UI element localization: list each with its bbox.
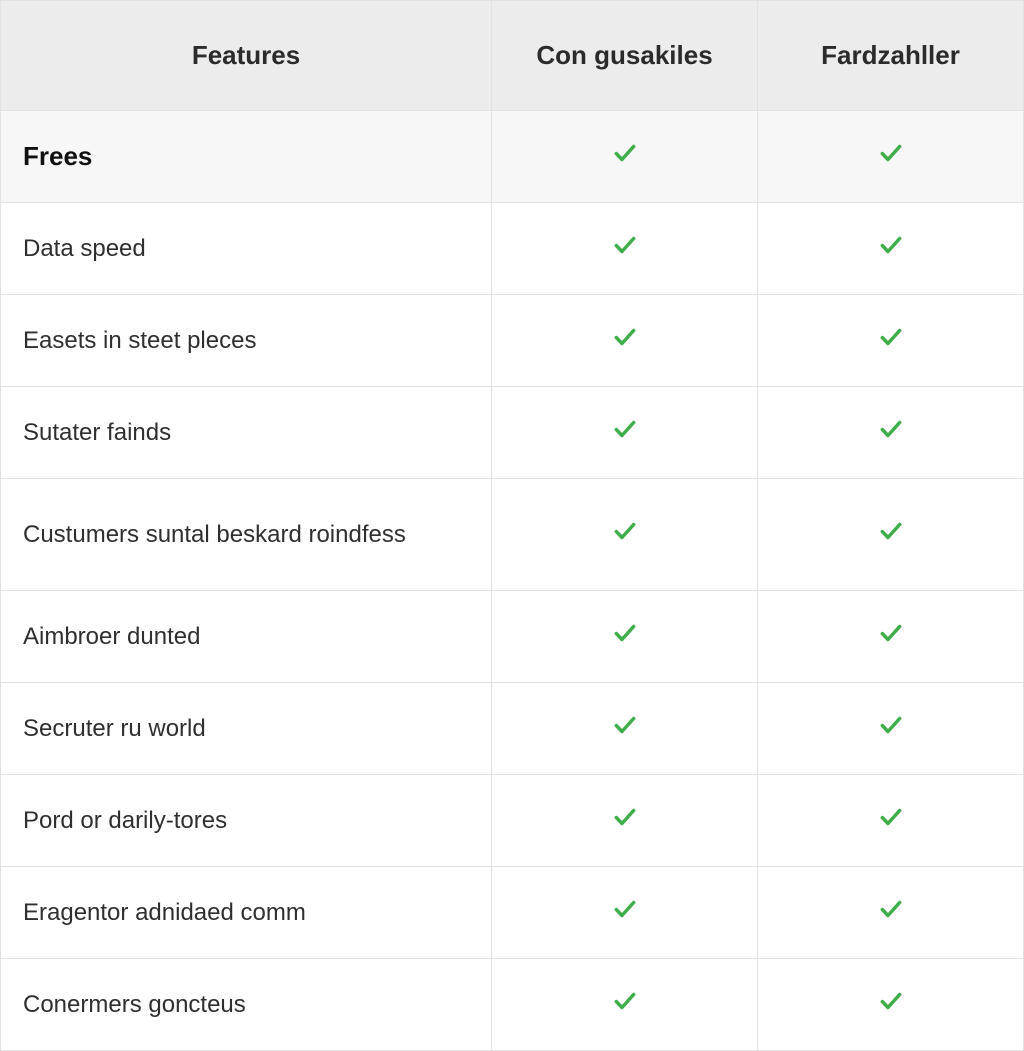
feature-cell-plan-1 (492, 775, 758, 867)
feature-cell-plan-1 (492, 387, 758, 479)
feature-label: Aimbroer dunted (1, 591, 492, 683)
feature-cell-plan-2 (758, 959, 1024, 1051)
feature-cell-plan-2 (758, 295, 1024, 387)
table-row: Eragentor adnidaed comm (1, 867, 1024, 959)
feature-comparison-table: Features Con gusakiles Fardzahller Frees… (0, 0, 1024, 1051)
feature-cell-plan-1 (492, 111, 758, 203)
feature-label: Pord or darily-tores (1, 775, 492, 867)
check-icon (878, 324, 904, 350)
table-row: Pord or darily-tores (1, 775, 1024, 867)
feature-label: Easets in steet pleces (1, 295, 492, 387)
table-row: Conermers goncteus (1, 959, 1024, 1051)
feature-label: Sutater fainds (1, 387, 492, 479)
feature-label: Eragentor adnidaed comm (1, 867, 492, 959)
check-icon (612, 620, 638, 646)
table-row: Data speed (1, 203, 1024, 295)
table-header-row: Features Con gusakiles Fardzahller (1, 1, 1024, 111)
check-icon (878, 140, 904, 166)
check-icon (612, 140, 638, 166)
feature-cell-plan-1 (492, 203, 758, 295)
check-icon (878, 804, 904, 830)
table-row: Easets in steet pleces (1, 295, 1024, 387)
check-icon (612, 232, 638, 258)
table-row: Custumers suntal beskard roindfess (1, 479, 1024, 591)
check-icon (878, 620, 904, 646)
feature-cell-plan-1 (492, 959, 758, 1051)
column-header-plan-2: Fardzahller (758, 1, 1024, 111)
feature-cell-plan-2 (758, 387, 1024, 479)
feature-label: Secruter ru world (1, 683, 492, 775)
table-section-row: Frees (1, 111, 1024, 203)
check-icon (878, 416, 904, 442)
table-row: Secruter ru world (1, 683, 1024, 775)
column-header-features: Features (1, 1, 492, 111)
check-icon (878, 988, 904, 1014)
check-icon (878, 518, 904, 544)
check-icon (878, 232, 904, 258)
feature-cell-plan-1 (492, 479, 758, 591)
check-icon (612, 896, 638, 922)
feature-label: Conermers goncteus (1, 959, 492, 1051)
feature-cell-plan-1 (492, 867, 758, 959)
feature-label: Custumers suntal beskard roindfess (1, 479, 492, 591)
feature-cell-plan-1 (492, 683, 758, 775)
check-icon (878, 896, 904, 922)
feature-cell-plan-2 (758, 683, 1024, 775)
feature-cell-plan-1 (492, 295, 758, 387)
table-row: Aimbroer dunted (1, 591, 1024, 683)
column-header-plan-1: Con gusakiles (492, 1, 758, 111)
check-icon (612, 518, 638, 544)
check-icon (612, 988, 638, 1014)
feature-cell-plan-2 (758, 479, 1024, 591)
check-icon (612, 324, 638, 350)
table-row: Sutater fainds (1, 387, 1024, 479)
feature-cell-plan-2 (758, 775, 1024, 867)
table-body: FreesData speedEasets in steet plecesSut… (1, 111, 1024, 1051)
feature-cell-plan-2 (758, 867, 1024, 959)
check-icon (878, 712, 904, 738)
feature-cell-plan-1 (492, 591, 758, 683)
check-icon (612, 712, 638, 738)
feature-cell-plan-2 (758, 111, 1024, 203)
check-icon (612, 804, 638, 830)
feature-label: Frees (1, 111, 492, 203)
feature-cell-plan-2 (758, 591, 1024, 683)
feature-cell-plan-2 (758, 203, 1024, 295)
feature-label: Data speed (1, 203, 492, 295)
check-icon (612, 416, 638, 442)
